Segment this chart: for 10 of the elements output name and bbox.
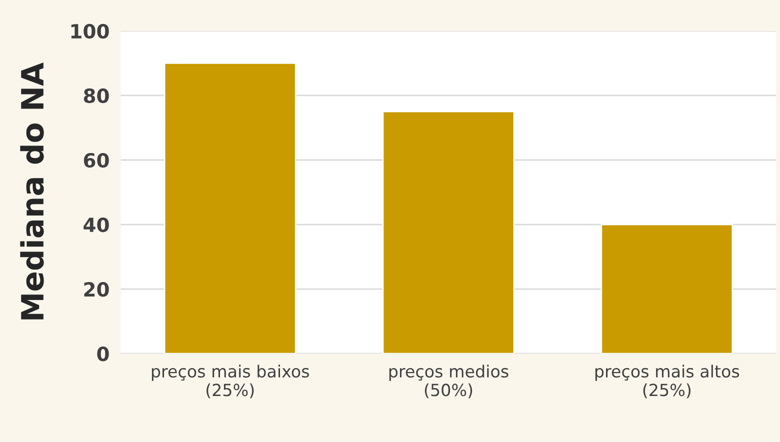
y-tick-label: 0	[97, 346, 109, 362]
x-tick-label: preços mais baixos (25%)	[152, 364, 309, 398]
y-axis-title: Mediana do NA	[20, 62, 44, 320]
y-tick-label: 100	[71, 24, 109, 39]
x-tick-label: preços mais altos (25%)	[595, 364, 740, 398]
y-tick-label: 40	[84, 217, 109, 232]
y-tick-label: 20	[84, 282, 109, 297]
y-tick-label: 60	[84, 152, 109, 168]
y-tick-label: 80	[84, 88, 109, 104]
x-tick-label: preços medios (50%)	[389, 364, 508, 398]
